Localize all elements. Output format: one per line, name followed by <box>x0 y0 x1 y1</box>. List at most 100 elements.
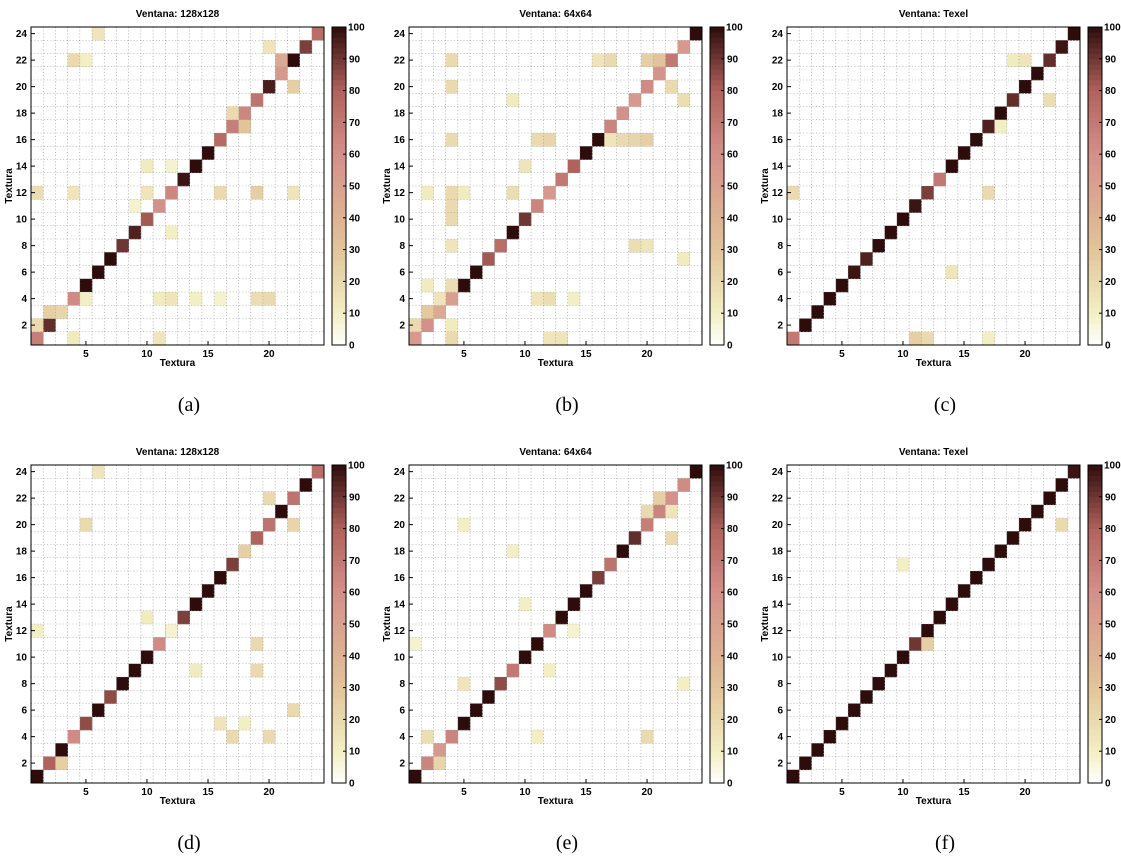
colorbar-segment <box>332 58 346 65</box>
heatmap-cell <box>262 80 276 94</box>
colorbar-segment <box>1088 655 1102 662</box>
colorbar-segment <box>332 313 346 319</box>
chart-title: Ventana: 64x64 <box>519 447 592 458</box>
heatmap-cell <box>67 730 81 744</box>
heatmap-cell <box>896 557 910 572</box>
colorbar-segment <box>710 565 724 572</box>
colorbar-tick-label: 40 <box>727 651 739 662</box>
heatmap-cell <box>287 80 300 94</box>
colorbar-segment <box>710 687 724 694</box>
colorbar-segment <box>332 223 346 229</box>
colorbar-segment <box>1088 745 1102 752</box>
x-axis-label: Textura <box>916 796 952 807</box>
colorbar-segment <box>332 207 346 213</box>
colorbar-segment <box>710 69 724 76</box>
colorbar-segment <box>1088 724 1102 731</box>
y-tick-label: 14 <box>394 162 406 173</box>
y-tick-label: 24 <box>16 29 28 40</box>
heatmap-cell <box>1055 518 1069 532</box>
heatmap-cell <box>835 716 849 731</box>
heatmap-cell <box>640 730 654 744</box>
colorbar-segment <box>332 745 346 752</box>
colorbar-tick-label: 20 <box>1105 715 1117 726</box>
colorbar-tick-label: 90 <box>1105 492 1117 503</box>
panel-caption: (c) <box>934 394 956 416</box>
colorbar-tick-label: 40 <box>349 213 361 224</box>
colorbar-segment <box>1088 465 1102 471</box>
colorbar-segment <box>1088 254 1102 261</box>
y-tick-label: 24 <box>16 467 28 478</box>
heatmap-cell <box>1031 504 1044 519</box>
colorbar-segment <box>332 111 346 118</box>
colorbar-segment <box>332 292 346 298</box>
heatmap-cell <box>543 663 556 678</box>
colorbar-segment <box>332 581 346 588</box>
colorbar-segment <box>1088 148 1102 155</box>
colorbar-segment <box>332 571 346 577</box>
heatmap-cell <box>1006 531 1020 545</box>
y-tick-label: 22 <box>16 56 28 67</box>
heatmap-cell <box>153 331 166 346</box>
heatmap-cell <box>445 239 459 253</box>
colorbar-tick-label: 30 <box>1105 683 1117 694</box>
colorbar-segment <box>710 318 724 325</box>
heatmap-cell <box>128 199 142 213</box>
colorbar-segment <box>1088 756 1102 763</box>
colorbar-segment <box>710 186 724 192</box>
colorbar-segment <box>332 106 346 113</box>
y-axis-label: Textura <box>760 606 771 642</box>
colorbar-segment <box>332 276 346 282</box>
colorbar-segment <box>332 735 346 741</box>
colorbar-segment <box>710 549 724 556</box>
heatmap-cell <box>848 703 861 718</box>
colorbar-segment <box>1088 281 1102 288</box>
colorbar-segment <box>332 154 346 160</box>
heatmap-cell <box>445 133 459 147</box>
heatmap-cell <box>665 504 678 519</box>
colorbar-tick-label: 50 <box>1105 620 1117 631</box>
colorbar-segment <box>332 539 346 545</box>
chart-title: Ventana: Texel <box>899 9 969 20</box>
colorbar-segment <box>1088 191 1102 197</box>
colorbar-segment <box>1088 671 1102 678</box>
heatmap-cell <box>250 637 264 651</box>
colorbar-segment <box>710 777 724 784</box>
colorbar-segment <box>1088 708 1102 715</box>
heatmap-cell <box>409 637 422 651</box>
y-tick-label: 14 <box>16 162 28 173</box>
y-tick-label: 16 <box>394 573 406 584</box>
colorbar-segment <box>332 307 346 314</box>
colorbar-segment <box>332 175 346 182</box>
colorbar-segment <box>710 613 724 620</box>
heatmap-cell <box>457 278 471 293</box>
colorbar-segment <box>332 549 346 556</box>
colorbar-segment <box>710 597 724 604</box>
colorbar-tick-label: 70 <box>349 556 361 567</box>
x-tick-label: 15 <box>958 349 970 360</box>
y-axis-label: Textura <box>4 168 15 204</box>
heatmap-cell <box>116 677 129 691</box>
colorbar-segment <box>1088 486 1102 492</box>
colorbar-segment <box>332 244 346 250</box>
colorbar-segment <box>332 90 346 97</box>
y-tick-label: 18 <box>16 547 28 558</box>
colorbar-segment <box>332 491 346 498</box>
colorbar-tick-label: 30 <box>1105 245 1117 256</box>
colorbar-segment <box>332 254 346 261</box>
heatmap-cell <box>835 278 849 293</box>
colorbar-segment <box>710 502 724 508</box>
x-tick-label: 20 <box>1020 349 1032 360</box>
plot-frame <box>408 464 703 784</box>
colorbar-segment <box>710 329 724 335</box>
heatmap-cell <box>555 172 569 187</box>
x-tick-label: 10 <box>141 349 153 360</box>
colorbar-segment <box>710 143 724 150</box>
heatmap-cell <box>226 106 239 121</box>
colorbar-segment <box>710 307 724 314</box>
colorbar-segment <box>1088 122 1102 129</box>
colorbar-segment <box>1088 117 1102 123</box>
y-tick-label: 4 <box>777 294 783 305</box>
heatmap-cell <box>153 199 166 213</box>
colorbar-segment <box>1088 740 1102 747</box>
